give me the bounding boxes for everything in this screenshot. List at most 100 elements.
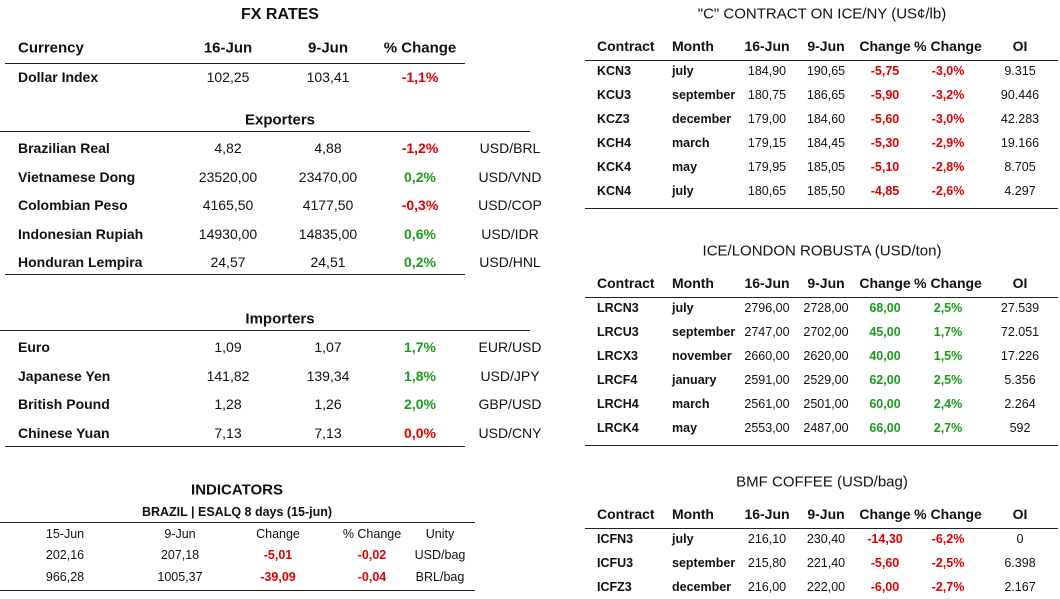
rule [0,590,475,591]
cell: 222,00 [806,580,846,594]
cell: -2,8% [931,160,965,174]
column-header: Contract [597,506,655,522]
rule [0,131,530,132]
cell: march [672,397,710,411]
cell: 90.446 [1000,88,1040,102]
cell: 180,65 [747,184,787,198]
cell: 24,51 [310,254,346,270]
rule [5,274,465,275]
cell: 207,18 [160,548,200,562]
cell: july [672,301,694,315]
cell: 141,82 [206,367,250,384]
section-title: INDICATORS [191,481,283,499]
row-label: ICFN3 [597,532,634,546]
cell: 186,65 [806,88,846,102]
cell: 27.539 [1000,301,1040,315]
column-header: Month [672,506,714,522]
cell: EUR/USD [478,339,542,355]
cell: 202,16 [45,548,85,562]
cell: -3,0% [931,112,965,126]
cell: 2501,00 [803,397,849,411]
cell: 2,4% [933,397,963,411]
row-label: LRCF4 [597,373,638,387]
cell: USD/HNL [479,254,541,270]
cell: -3,2% [931,88,965,102]
cell: march [672,136,710,150]
cell: USD/COP [478,197,542,213]
column-header: 15-Jun [45,527,85,541]
column-header: 9-Jun [307,39,349,57]
cell: 2702,00 [803,325,849,339]
cell: july [672,64,694,78]
column-header: Month [672,275,714,291]
cell: 60,00 [869,397,901,411]
cell: -6,2% [931,532,965,546]
column-header: OI [1012,275,1028,291]
cell: 4,82 [214,140,242,156]
cell: 185,50 [806,184,846,198]
cell: 24,57 [210,254,246,270]
cell: USD/VND [478,168,542,185]
cell: 1,28 [214,396,242,412]
cell: 2553,00 [744,421,790,435]
cell: USD/CNY [478,424,542,441]
cell: -1,2% [401,140,439,156]
rule [5,63,465,64]
cell: 14835,00 [298,225,358,242]
subtitle: BRAZIL | ESALQ 8 days (15-jun) [141,505,333,519]
column-header: % Change [342,527,402,541]
cell: may [672,421,698,435]
cell: 2.264 [1004,397,1036,411]
cell: 23470,00 [298,168,358,185]
column-header: Contract [597,38,655,54]
cell: december [672,580,732,594]
cell: 19.166 [1000,136,1040,150]
cell: 184,90 [747,64,787,78]
cell: 179,15 [747,136,787,150]
cell: 9.315 [1004,64,1036,78]
column-header: 9-Jun [164,527,196,541]
column-header: 9-Jun [807,38,845,54]
cell: 185,05 [806,160,846,174]
cell: 2,0% [404,396,436,412]
group-title: Exporters [244,111,316,129]
cell: 2561,00 [744,397,790,411]
cell: 184,60 [806,112,846,126]
column-header: Change [256,527,300,541]
column-header: 16-Jun [744,506,790,522]
cell: 179,00 [747,112,787,126]
cell: 1,26 [314,396,342,412]
cell: 17.226 [1000,349,1040,363]
cell: 8.705 [1004,160,1036,174]
cell: 1005,37 [157,570,203,584]
cell: 7,13 [314,424,342,441]
cell: BRL/bag [415,570,465,584]
row-label: LRCN3 [597,301,639,315]
cell: -0,02 [357,548,387,562]
cell: 5.356 [1004,373,1036,387]
cell: USD/BRL [479,140,541,156]
cell: -5,01 [263,548,293,562]
cell: 4.297 [1004,184,1036,198]
column-header: Currency [18,39,84,57]
cell: 0,2% [404,168,436,185]
cell: -6,00 [870,580,900,594]
cell: 1,8% [404,367,436,384]
cell: 2796,00 [744,301,790,315]
cell: 179,95 [747,160,787,174]
row-label: Indonesian Rupiah [18,225,144,242]
cell: 2,5% [933,373,963,387]
cell: 40,00 [869,349,901,363]
column-header: % Change [383,39,457,57]
rule [585,208,1058,209]
cell: 2,7% [933,421,963,435]
cell: 68,00 [869,301,901,315]
cell: 23520,00 [198,168,258,185]
cell: september [672,88,736,102]
cell: 66,00 [869,421,901,435]
column-header: Change [859,275,911,291]
cell: -14,30 [867,532,903,546]
row-label: Colombian Peso [18,197,128,213]
cell: november [672,349,732,363]
